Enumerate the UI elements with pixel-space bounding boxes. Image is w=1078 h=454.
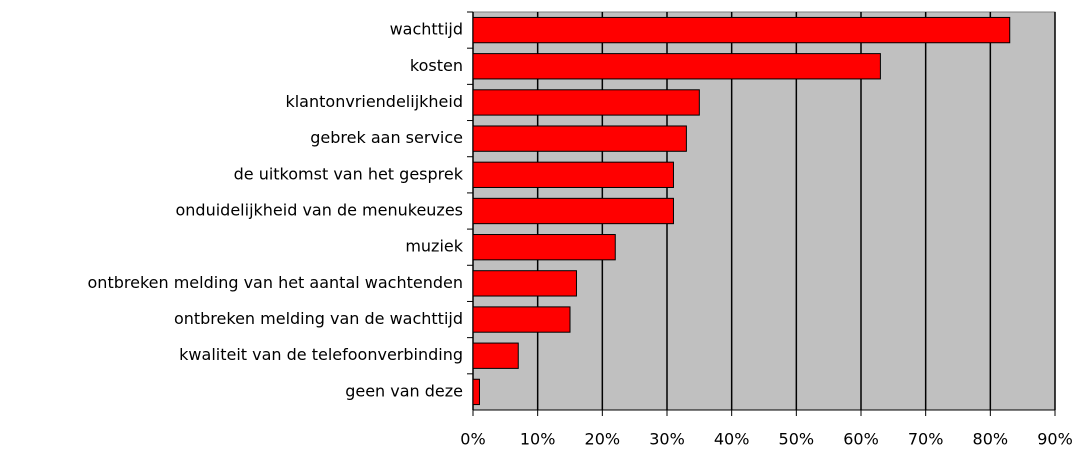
- y-tick-label: wachttijd: [390, 20, 463, 39]
- bar: [472, 89, 700, 116]
- bar: [472, 125, 687, 152]
- bar: [472, 161, 674, 188]
- bar: [472, 306, 571, 333]
- y-tick-label: kwaliteit van de telefoonverbinding: [179, 345, 463, 364]
- bar: [472, 270, 577, 297]
- x-tick-label: 30%: [649, 430, 685, 449]
- x-tick-label: 60%: [843, 430, 879, 449]
- x-tick-label: 40%: [714, 430, 750, 449]
- bar: [472, 378, 480, 406]
- y-tick-label: gebrek aan service: [310, 128, 463, 147]
- y-tick-label: kosten: [410, 56, 463, 75]
- y-tick-label: muziek: [405, 237, 463, 256]
- y-tick-label: ontbreken melding van het aantal wachten…: [88, 273, 463, 292]
- x-tick-label: 70%: [908, 430, 944, 449]
- y-tick-label: ontbreken melding van de wachttijd: [174, 309, 463, 328]
- y-tick-label: geen van deze: [345, 381, 463, 400]
- x-tick-label: 10%: [520, 430, 556, 449]
- bar: [472, 16, 1011, 44]
- x-tick-label: 80%: [973, 430, 1009, 449]
- bar: [472, 342, 519, 369]
- y-tick-label: de uitkomst van het gesprek: [234, 164, 464, 183]
- x-tick-label: 20%: [585, 430, 621, 449]
- x-tick-label: 50%: [779, 430, 815, 449]
- y-tick-label: onduidelijkheid van de menukeuzes: [176, 201, 464, 220]
- x-tick-label: 0%: [460, 430, 485, 449]
- y-tick-label: klantonvriendelijkheid: [285, 92, 463, 111]
- bar: [472, 197, 674, 225]
- bar: [472, 53, 881, 80]
- bar: [472, 234, 616, 261]
- x-tick-label: 90%: [1037, 430, 1073, 449]
